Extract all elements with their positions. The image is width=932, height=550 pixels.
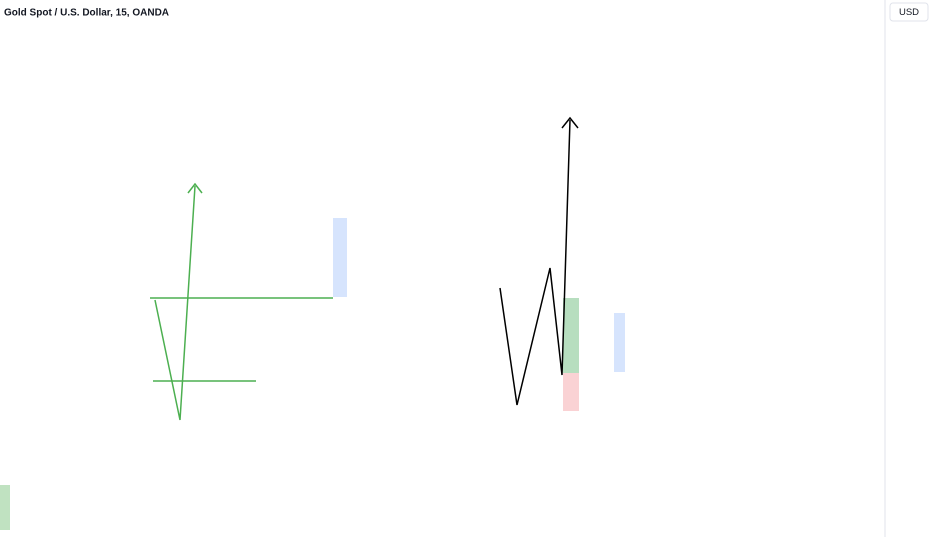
currency-label[interactable]: USD bbox=[899, 7, 919, 18]
forecast-path bbox=[154, 185, 196, 421]
chart-title: Gold Spot / U.S. Dollar, 15, OANDA bbox=[4, 8, 169, 19]
arrow-head bbox=[187, 182, 203, 194]
old-position-box bbox=[0, 485, 10, 530]
forecast-path bbox=[499, 119, 571, 406]
highlight-box bbox=[563, 298, 579, 373]
projection-box bbox=[614, 313, 625, 372]
highlight-box bbox=[563, 373, 579, 411]
currency-button[interactable] bbox=[889, 2, 929, 22]
projection-box bbox=[333, 218, 347, 297]
arrow-head bbox=[561, 116, 579, 129]
